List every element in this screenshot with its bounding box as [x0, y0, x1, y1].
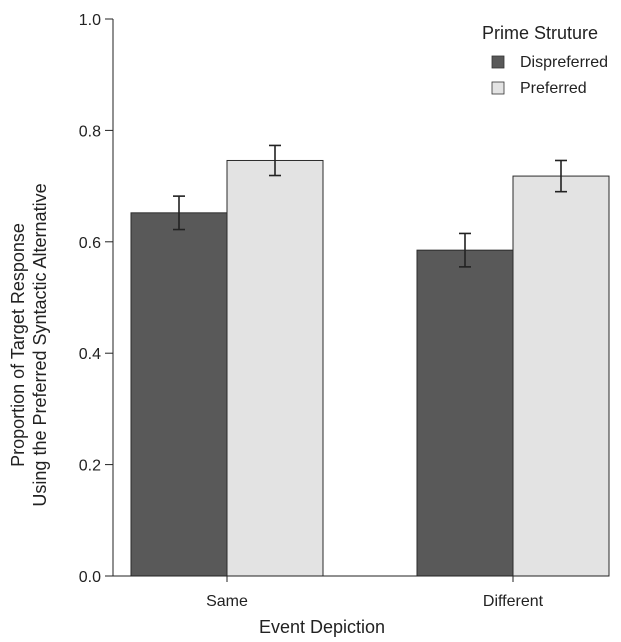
y-axis: 0.0 0.2 0.4 0.6 0.8 1.0	[79, 12, 114, 586]
bars	[130, 159, 610, 577]
y-axis-title-line-2: Using the Preferred Syntactic Alternativ…	[30, 183, 50, 506]
y-axis-title-line-1: Proportion of Target Response	[8, 223, 28, 467]
legend-title: Prime Struture	[482, 23, 598, 43]
x-axis: Same Different	[113, 575, 609, 610]
y-tick-label: 0.6	[79, 235, 101, 252]
bar-dispreferred-different	[416, 249, 514, 577]
axis-titles: Event Depiction Proportion of Target Res…	[8, 183, 385, 637]
y-tick-label: 0.0	[79, 569, 101, 586]
y-tick-label: 0.2	[79, 458, 101, 475]
legend-swatch-dispreferred	[491, 55, 505, 69]
bar-preferred-same	[226, 159, 324, 577]
legend-swatch-preferred	[491, 81, 505, 95]
x-tick-label: Same	[206, 593, 248, 610]
y-tick-label: 0.8	[79, 123, 101, 140]
legend-label-preferred: Preferred	[520, 80, 587, 97]
x-axis-title: Event Depiction	[259, 617, 385, 637]
y-tick-label: 1.0	[79, 12, 101, 29]
bar-preferred-different	[512, 175, 610, 577]
y-tick-label: 0.4	[79, 346, 101, 363]
legend: Prime Struture Dispreferred Preferred	[482, 23, 608, 97]
error-bars	[173, 144, 567, 268]
legend-label-dispreferred: Dispreferred	[520, 54, 608, 71]
bar-dispreferred-same	[130, 212, 228, 577]
x-tick-label: Different	[483, 593, 544, 610]
